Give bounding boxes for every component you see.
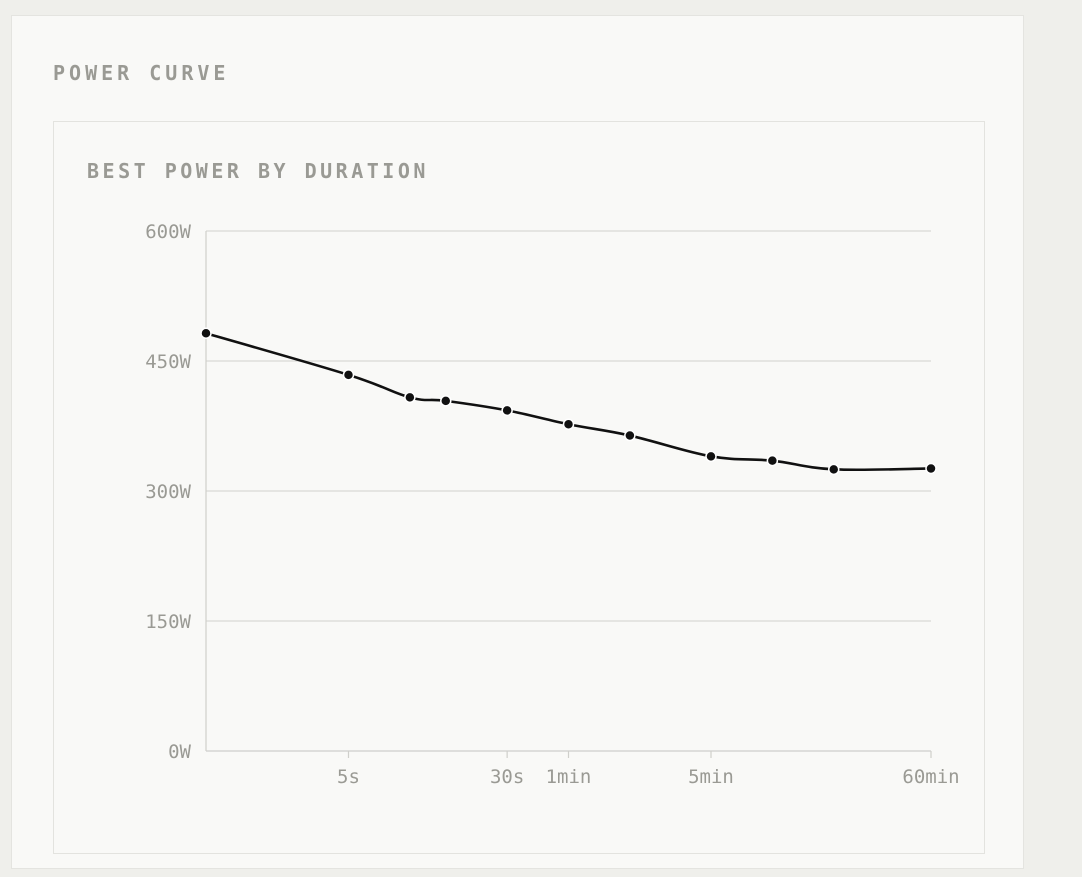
x-tick-label: 1min bbox=[546, 766, 592, 788]
x-tick-label: 5s bbox=[337, 766, 360, 788]
data-point bbox=[342, 369, 355, 381]
power-curve-chart: 0W 150W 300W 450W 600W 5s 30s 1min 5min 60min bbox=[145, 221, 959, 788]
chart-title: BEST POWER BY DURATION bbox=[87, 159, 429, 183]
y-tick-label: 300W bbox=[145, 481, 191, 503]
power-curve-panel: POWER CURVE BEST POWER BY DURATION 0W 150… bbox=[11, 15, 1024, 869]
y-tick-label: 0W bbox=[168, 741, 191, 763]
y-tick-label: 450W bbox=[145, 351, 191, 373]
data-point bbox=[766, 454, 779, 467]
data-point bbox=[827, 463, 840, 476]
data-point bbox=[404, 391, 416, 404]
data-point bbox=[501, 404, 513, 417]
data-point bbox=[705, 450, 717, 463]
power-curve-line bbox=[204, 331, 933, 472]
y-tick-label: 150W bbox=[145, 611, 191, 633]
x-tick-label: 5min bbox=[688, 766, 734, 788]
data-point bbox=[562, 418, 575, 431]
data-point bbox=[200, 327, 212, 340]
data-point bbox=[624, 429, 636, 442]
data-point bbox=[440, 395, 452, 407]
x-tick-label: 60min bbox=[902, 766, 959, 788]
panel-title: POWER CURVE bbox=[53, 61, 230, 85]
x-tick-label: 30s bbox=[490, 766, 524, 788]
chart-card: BEST POWER BY DURATION 0W 150W 300W 450W 600… bbox=[53, 121, 985, 854]
y-tick-label: 600W bbox=[145, 221, 191, 243]
data-point bbox=[925, 462, 937, 475]
